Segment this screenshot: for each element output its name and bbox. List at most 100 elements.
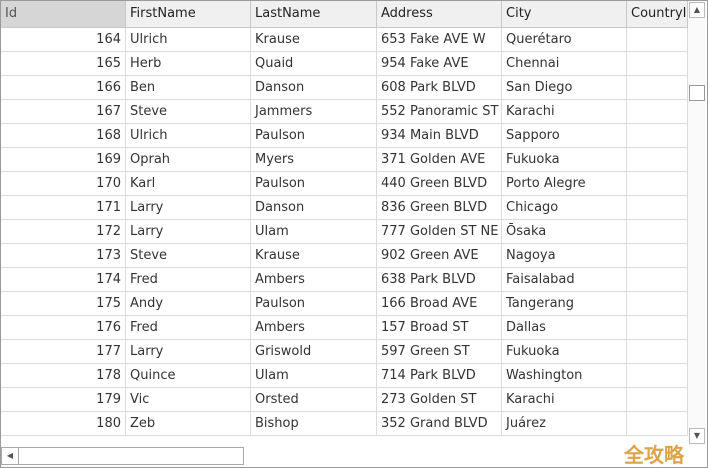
table-row[interactable]: 178 Quince Ulam 714 Park BLVD Washington [1,364,688,388]
cell-address[interactable]: 273 Golden ST [377,388,502,411]
column-header-city[interactable]: City [502,1,627,27]
cell-firstname[interactable]: Ben [126,76,251,99]
cell-id[interactable]: 166 [1,76,126,99]
cell-city[interactable]: Karachi [502,388,627,411]
table-row[interactable]: 176 Fred Ambers 157 Broad ST Dallas [1,316,688,340]
cell-id[interactable]: 179 [1,388,126,411]
cell-countryid[interactable] [627,196,688,219]
cell-firstname[interactable]: Andy [126,292,251,315]
cell-city[interactable]: Juárez [502,412,627,435]
cell-countryid[interactable] [627,364,688,387]
cell-address[interactable]: 934 Main BLVD [377,124,502,147]
cell-countryid[interactable] [627,316,688,339]
cell-lastname[interactable]: Orsted [251,388,377,411]
cell-firstname[interactable]: Larry [126,220,251,243]
cell-lastname[interactable]: Paulson [251,172,377,195]
cell-firstname[interactable]: Fred [126,316,251,339]
cell-lastname[interactable]: Ambers [251,268,377,291]
cell-id[interactable]: 164 [1,28,126,51]
cell-city[interactable]: Tangerang [502,292,627,315]
cell-firstname[interactable]: Oprah [126,148,251,171]
cell-lastname[interactable]: Krause [251,28,377,51]
scroll-left-button[interactable]: ◀ [2,448,19,464]
cell-id[interactable]: 176 [1,316,126,339]
cell-firstname[interactable]: Herb [126,52,251,75]
cell-city[interactable]: Querétaro [502,28,627,51]
cell-lastname[interactable]: Myers [251,148,377,171]
table-row[interactable]: 167 Steve Jammers 552 Panoramic ST Karachi [1,100,688,124]
cell-city[interactable]: San Diego [502,76,627,99]
table-row[interactable]: 170 Karl Paulson 440 Green BLVD Porto Alegre [1,172,688,196]
cell-address[interactable]: 902 Green AVE [377,244,502,267]
cell-address[interactable]: 352 Grand BLVD [377,412,502,435]
cell-firstname[interactable]: Steve [126,244,251,267]
cell-firstname[interactable]: Ulrich [126,124,251,147]
cell-city[interactable]: Porto Alegre [502,172,627,195]
cell-firstname[interactable]: Larry [126,196,251,219]
cell-countryid[interactable] [627,340,688,363]
cell-id[interactable]: 167 [1,100,126,123]
cell-countryid[interactable] [627,124,688,147]
table-row[interactable]: 172 Larry Ulam 777 Golden ST NE Ōsaka [1,220,688,244]
vertical-scrollbar[interactable]: ▲ ▼ [688,1,706,445]
cell-address[interactable]: 157 Broad ST [377,316,502,339]
cell-address[interactable]: 166 Broad AVE [377,292,502,315]
cell-address[interactable]: 597 Green ST [377,340,502,363]
column-header-countryid[interactable]: CountryId [627,1,688,27]
cell-address[interactable]: 552 Panoramic ST [377,100,502,123]
vertical-scroll-thumb[interactable] [689,85,705,101]
table-row[interactable]: 175 Andy Paulson 166 Broad AVE Tangerang [1,292,688,316]
cell-lastname[interactable]: Ulam [251,364,377,387]
cell-firstname[interactable]: Larry [126,340,251,363]
cell-lastname[interactable]: Ambers [251,316,377,339]
cell-city[interactable]: Nagoya [502,244,627,267]
cell-address[interactable]: 638 Park BLVD [377,268,502,291]
table-row[interactable]: 179 Vic Orsted 273 Golden ST Karachi [1,388,688,412]
table-row[interactable]: 173 Steve Krause 902 Green AVE Nagoya [1,244,688,268]
table-row[interactable]: 171 Larry Danson 836 Green BLVD Chicago [1,196,688,220]
cell-id[interactable]: 169 [1,148,126,171]
cell-address[interactable]: 954 Fake AVE [377,52,502,75]
cell-address[interactable]: 777 Golden ST NE [377,220,502,243]
cell-lastname[interactable]: Krause [251,244,377,267]
cell-city[interactable]: Faisalabad [502,268,627,291]
cell-id[interactable]: 180 [1,412,126,435]
cell-firstname[interactable]: Ulrich [126,28,251,51]
cell-firstname[interactable]: Zeb [126,412,251,435]
scroll-down-button[interactable]: ▼ [689,428,705,444]
cell-city[interactable]: Dallas [502,316,627,339]
column-header-lastname[interactable]: LastName [251,1,377,27]
column-header-id[interactable]: Id [1,1,126,27]
cell-countryid[interactable] [627,244,688,267]
cell-lastname[interactable]: Danson [251,196,377,219]
cell-address[interactable]: 714 Park BLVD [377,364,502,387]
cell-address[interactable]: 836 Green BLVD [377,196,502,219]
horizontal-scrollbar[interactable]: ◀ [1,447,244,465]
cell-address[interactable]: 440 Green BLVD [377,172,502,195]
cell-countryid[interactable] [627,100,688,123]
cell-city[interactable]: Chicago [502,196,627,219]
cell-countryid[interactable] [627,292,688,315]
cell-countryid[interactable] [627,388,688,411]
table-row[interactable]: 165 Herb Quaid 954 Fake AVE Chennai [1,52,688,76]
cell-id[interactable]: 172 [1,220,126,243]
scroll-up-button[interactable]: ▲ [689,2,705,18]
table-row[interactable]: 169 Oprah Myers 371 Golden AVE Fukuoka [1,148,688,172]
cell-city[interactable]: Fukuoka [502,148,627,171]
cell-firstname[interactable]: Karl [126,172,251,195]
cell-id[interactable]: 165 [1,52,126,75]
cell-city[interactable]: Ōsaka [502,220,627,243]
cell-city[interactable]: Washington [502,364,627,387]
cell-lastname[interactable]: Ulam [251,220,377,243]
cell-id[interactable]: 170 [1,172,126,195]
column-header-address[interactable]: Address [377,1,502,27]
cell-city[interactable]: Chennai [502,52,627,75]
cell-id[interactable]: 173 [1,244,126,267]
cell-city[interactable]: Karachi [502,100,627,123]
cell-lastname[interactable]: Paulson [251,124,377,147]
table-row[interactable]: 166 Ben Danson 608 Park BLVD San Diego [1,76,688,100]
cell-id[interactable]: 171 [1,196,126,219]
cell-id[interactable]: 174 [1,268,126,291]
cell-lastname[interactable]: Quaid [251,52,377,75]
cell-lastname[interactable]: Griswold [251,340,377,363]
